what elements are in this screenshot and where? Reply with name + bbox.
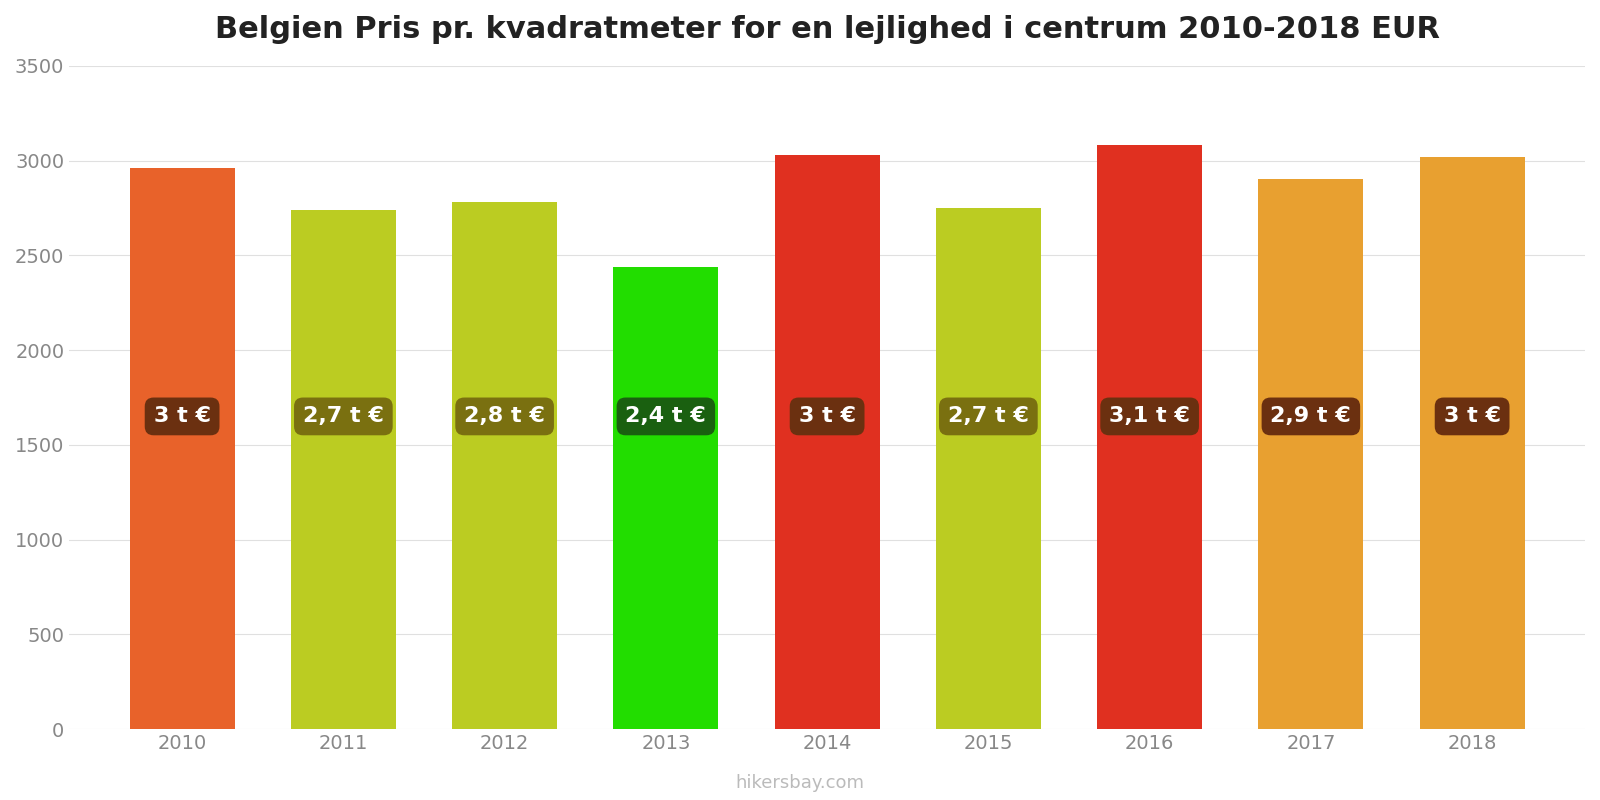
Text: 2,7 t €: 2,7 t € <box>302 406 384 426</box>
Text: 3,1 t €: 3,1 t € <box>1109 406 1190 426</box>
Bar <box>774 155 880 729</box>
Text: 2,4 t €: 2,4 t € <box>626 406 706 426</box>
Text: 3 t €: 3 t € <box>154 406 211 426</box>
Bar <box>613 266 718 729</box>
Text: 2,8 t €: 2,8 t € <box>464 406 546 426</box>
Bar <box>936 208 1040 729</box>
Bar <box>453 202 557 729</box>
Bar <box>1098 146 1202 729</box>
Title: Belgien Pris pr. kvadratmeter for en lejlighed i centrum 2010-2018 EUR: Belgien Pris pr. kvadratmeter for en lej… <box>214 15 1440 44</box>
Text: 3 t €: 3 t € <box>1443 406 1501 426</box>
Text: 2,7 t €: 2,7 t € <box>947 406 1029 426</box>
Text: 3 t €: 3 t € <box>798 406 856 426</box>
Text: 2,9 t €: 2,9 t € <box>1270 406 1352 426</box>
Text: hikersbay.com: hikersbay.com <box>736 774 864 792</box>
Bar <box>1419 157 1525 729</box>
Bar <box>1259 179 1363 729</box>
Bar <box>130 168 235 729</box>
Bar <box>291 210 395 729</box>
